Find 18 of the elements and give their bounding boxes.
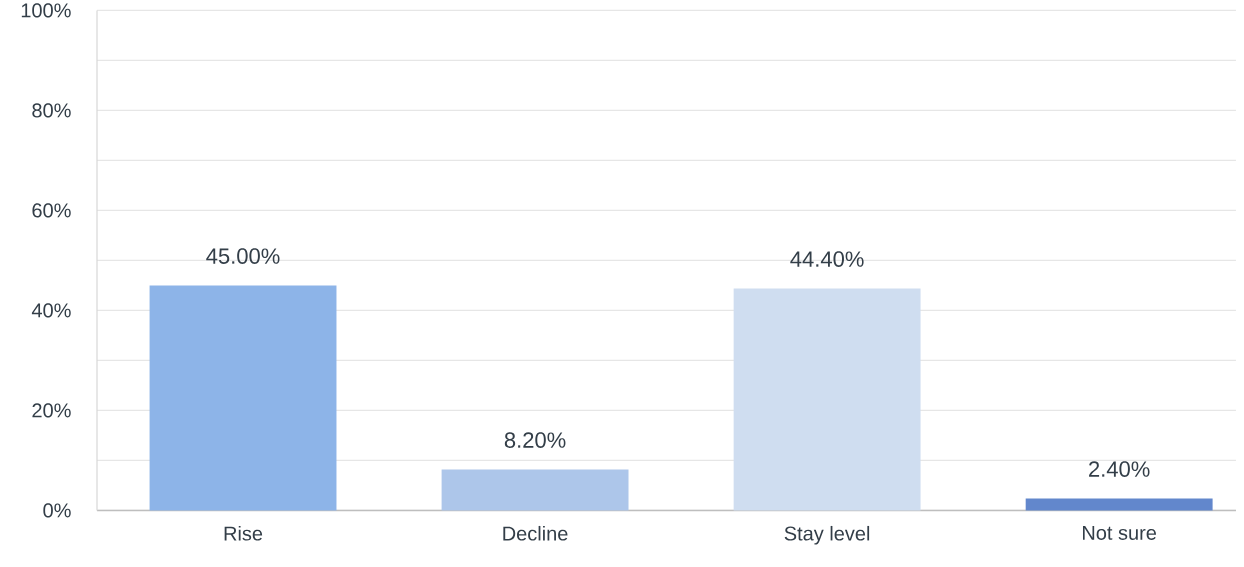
data-label: 44.40% (790, 251, 864, 267)
bar (149, 285, 337, 511)
data-label: 8.20% (504, 432, 566, 448)
y-tick-label: 0% (43, 503, 71, 518)
x-tick-label: Decline (503, 525, 568, 541)
y-tick-label: 60% (32, 203, 71, 218)
bar (441, 469, 629, 511)
bar (1025, 498, 1213, 511)
x-tick-label: Stay level (784, 525, 870, 545)
x-tick-label: Not sure (1083, 525, 1157, 540)
y-tick-label: 80% (32, 103, 71, 118)
data-label: 2.40% (1089, 461, 1150, 477)
bar (733, 288, 921, 511)
data-label: 45.00% (206, 248, 280, 264)
y-tick-label: 20% (32, 403, 71, 418)
x-tick-label: Rise (224, 525, 263, 541)
y-tick-label: 40% (31, 303, 71, 318)
y-tick-label: 100% (21, 3, 71, 18)
